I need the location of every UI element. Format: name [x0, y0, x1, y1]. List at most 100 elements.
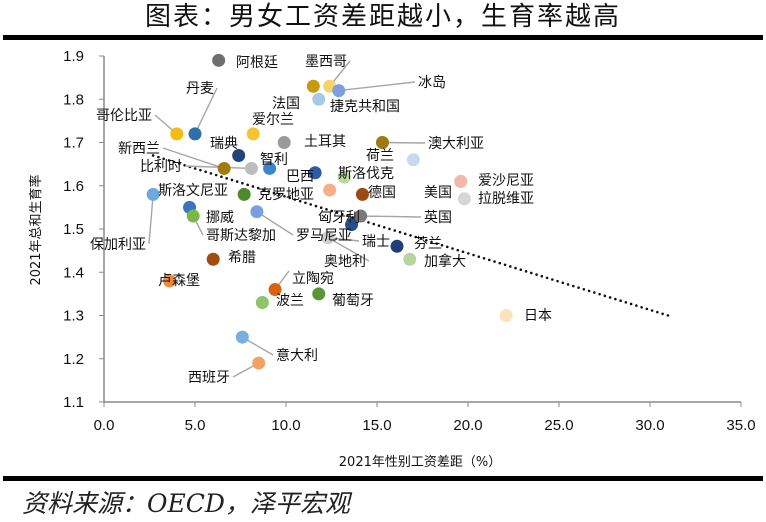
data-point [323, 183, 337, 197]
point-label: 澳大利亚 [428, 136, 484, 152]
point-label: 匈牙利 [318, 210, 360, 226]
point-label: 哥斯达黎加 [206, 228, 276, 244]
leader-line [382, 141, 426, 144]
point-label: 德国 [368, 185, 396, 201]
data-point [277, 136, 291, 149]
y-tick-label: 1.3 [63, 308, 84, 325]
data-point [375, 136, 389, 149]
data-point [390, 239, 404, 253]
point-label: 瑞士 [362, 234, 390, 250]
y-tick-label: 1.9 [63, 48, 84, 65]
data-point [232, 148, 246, 162]
leader-line [194, 87, 218, 135]
data-point [321, 231, 335, 245]
data-point [312, 92, 326, 106]
data-point [212, 53, 226, 67]
point-label: 新西兰 [118, 141, 160, 157]
point-label: 克罗地亚 [258, 187, 314, 203]
point-label: 墨西哥 [305, 54, 347, 70]
x-tick-label: 10.0 [271, 417, 300, 434]
y-tick-label: 1.1 [63, 394, 84, 411]
source-note: 资料来源：OECD，泽平宏观 [22, 489, 350, 518]
data-point [263, 161, 277, 175]
y-tick-label: 1.7 [63, 135, 84, 152]
data-point [457, 192, 471, 206]
chart-title: 图表：男女工资差距越小，生育率越高 [144, 2, 621, 32]
point-label: 奥地利 [324, 253, 366, 270]
point-label: 保加利亚 [90, 237, 146, 253]
data-point [146, 187, 160, 201]
point-label: 爱沙尼亚 [478, 173, 534, 189]
data-point [308, 166, 322, 180]
leader-line [327, 237, 370, 262]
point-label: 斯洛伐克 [338, 166, 394, 182]
point-label: 爱尔兰 [252, 112, 294, 128]
leader-line [338, 81, 416, 92]
y-tick-label: 1.8 [63, 91, 84, 108]
leader-line [148, 194, 154, 245]
data-points [146, 53, 513, 370]
point-label: 卢森堡 [158, 273, 200, 289]
data-point [454, 174, 468, 188]
point-label: 希腊 [228, 250, 256, 266]
data-point [312, 287, 326, 301]
point-label: 罗马尼亚 [296, 228, 352, 244]
point-label: 加拿大 [424, 253, 466, 270]
point-label: 挪威 [206, 210, 234, 226]
top-rule [3, 35, 763, 40]
point-label: 阿根廷 [236, 55, 278, 71]
axes: 0.0 5.0 10.0 15.0 20.0 25.0 30.0 35.0 1.1 1.2 1.3 1… [63, 48, 755, 434]
y-tick-label: 1.4 [63, 264, 84, 281]
point-label: 巴西 [286, 169, 314, 185]
data-point [403, 252, 417, 266]
x-tick-label: 30.0 [635, 417, 664, 434]
data-point [217, 161, 231, 175]
data-point [186, 209, 200, 223]
data-point [244, 161, 258, 175]
point-label: 丹麦 [186, 81, 214, 97]
point-label: 智利 [260, 152, 288, 168]
x-tick-label: 35.0 [726, 417, 755, 434]
x-tick-label: 0.0 [94, 417, 115, 434]
y-tick-label: 1.2 [63, 351, 84, 368]
data-point [255, 296, 269, 310]
data-point [306, 79, 320, 93]
point-label: 捷克共和国 [330, 99, 400, 115]
x-tick-label: 5.0 [185, 417, 206, 434]
point-label: 荷兰 [366, 148, 394, 164]
x-tick-label: 20.0 [453, 417, 482, 434]
y-axis-title: 2021年总和生育率 [28, 174, 44, 285]
point-label: 芬兰 [414, 236, 442, 252]
point-label: 比利时 [140, 159, 182, 175]
point-label: 葡萄牙 [332, 293, 374, 309]
point-label: 西班牙 [188, 370, 230, 386]
leader-line [360, 215, 422, 218]
data-point [268, 283, 282, 297]
data-point [206, 252, 220, 266]
scatter-chart: 0.0 5.0 10.0 15.0 20.0 25.0 30.0 35.0 1.1 1.2 1.3 1… [28, 48, 756, 470]
point-label: 立陶宛 [292, 271, 334, 287]
data-point [237, 187, 251, 201]
data-point [188, 127, 202, 141]
point-label: 瑞典 [210, 136, 238, 152]
point-label: 冰岛 [418, 75, 446, 91]
point-label: 日本 [524, 308, 552, 324]
data-point [406, 153, 420, 167]
point-label: 斯洛文尼亚 [158, 183, 228, 199]
point-label: 意大利 [276, 347, 318, 364]
point-label: 法国 [272, 96, 300, 112]
data-point [354, 209, 368, 223]
data-point [235, 330, 249, 344]
data-point [252, 356, 266, 370]
data-point [355, 187, 369, 201]
trendline-dotted [151, 154, 670, 317]
data-point [246, 127, 260, 141]
data-point [345, 218, 359, 232]
point-label: 波兰 [276, 293, 304, 309]
y-tick-label: 1.6 [63, 178, 84, 195]
data-point [170, 127, 184, 141]
data-point [163, 274, 177, 288]
data-point [337, 170, 351, 184]
data-point [332, 84, 346, 98]
data-point [499, 309, 513, 322]
